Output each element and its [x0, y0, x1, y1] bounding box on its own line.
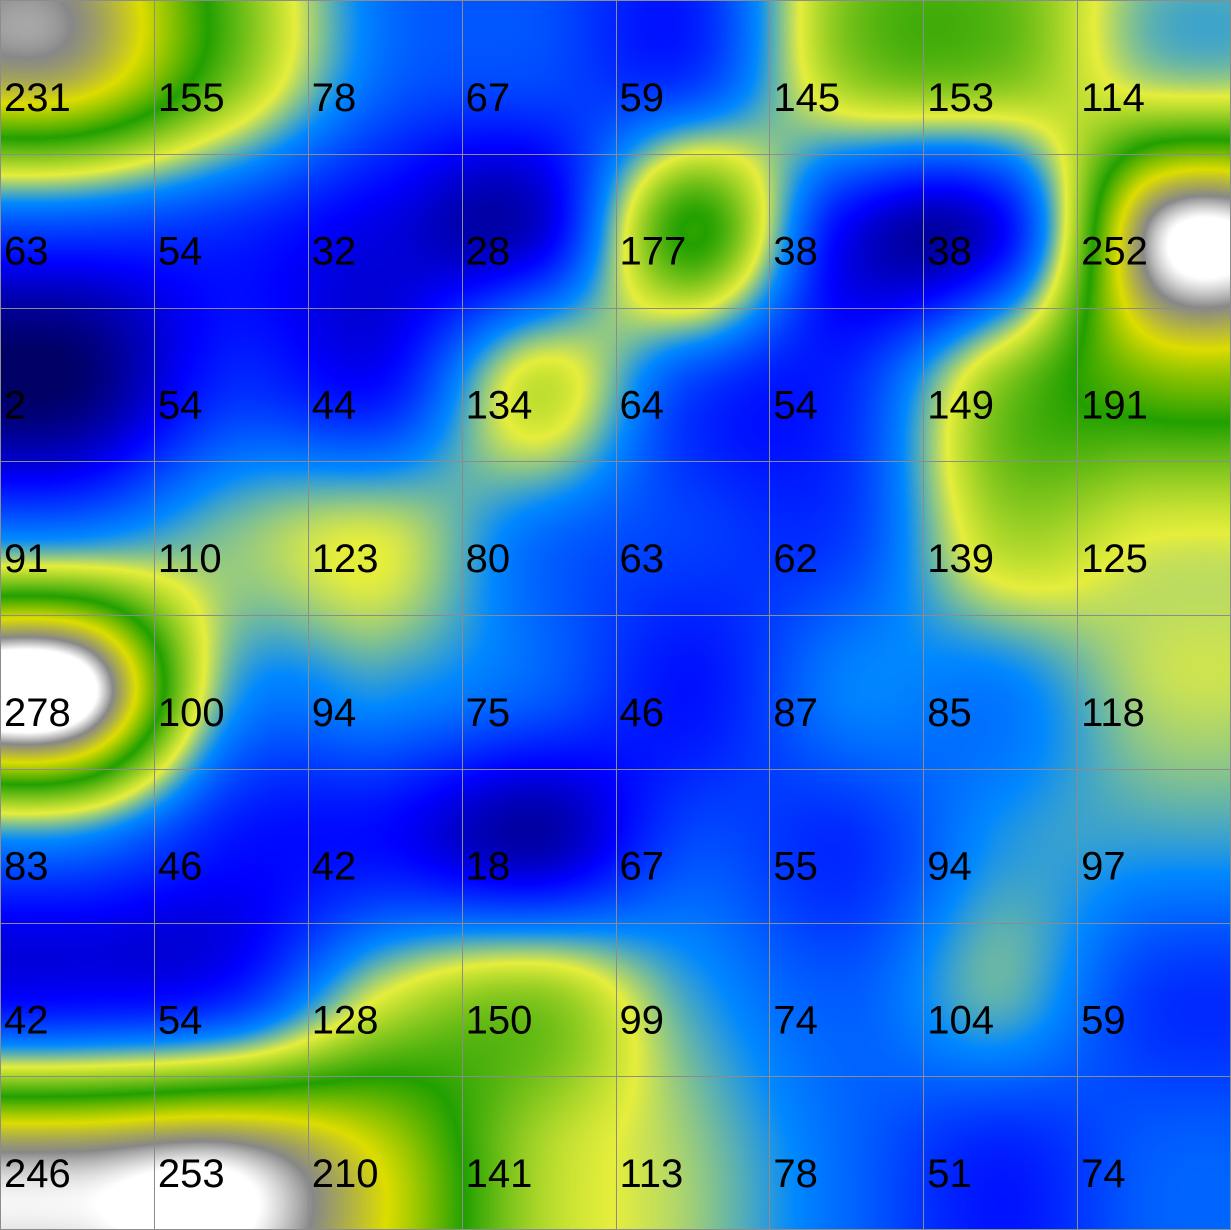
cell-value-label: 74: [1081, 1152, 1126, 1196]
cell-value-label: 149: [927, 383, 994, 427]
cell-value-label: 231: [4, 76, 71, 120]
cell-value-label: 64: [620, 383, 665, 427]
cell-value-label: 253: [158, 1152, 225, 1196]
cell-value-label: 177: [620, 230, 687, 274]
cell-value-label: 63: [620, 537, 665, 581]
cell-value-label: 28: [466, 230, 511, 274]
cell-value-label: 67: [466, 76, 511, 120]
cell-value-label: 74: [773, 998, 818, 1042]
cell-value-label: 150: [466, 998, 533, 1042]
cell-value-label: 155: [158, 76, 225, 120]
cell-value-label: 141: [466, 1152, 533, 1196]
cell-value-label: 94: [927, 845, 972, 889]
cell-value-label: 97: [1081, 845, 1126, 889]
cell-value-label: 38: [773, 230, 818, 274]
cell-value-label: 210: [312, 1152, 379, 1196]
cell-value-label: 118: [1081, 691, 1145, 735]
cell-value-label: 54: [158, 383, 203, 427]
cell-value-label: 54: [158, 230, 203, 274]
cell-value-label: 153: [927, 76, 994, 120]
cell-value-label: 38: [927, 230, 972, 274]
cell-value-label: 85: [927, 691, 972, 735]
cell-value-label: 252: [1081, 230, 1148, 274]
cell-value-label: 125: [1081, 537, 1148, 581]
cell-value-label: 110: [158, 537, 222, 581]
cell-value-label: 123: [312, 537, 379, 581]
cell-value-label: 145: [773, 76, 840, 120]
cell-value-label: 99: [620, 998, 665, 1042]
cell-value-label: 46: [158, 845, 203, 889]
cell-value-label: 80: [466, 537, 511, 581]
cell-value-label: 59: [1081, 998, 1126, 1042]
cell-value-label: 78: [312, 76, 357, 120]
cell-value-label: 75: [466, 691, 511, 735]
cell-value-label: 100: [158, 691, 225, 735]
cell-value-label: 83: [4, 845, 49, 889]
cell-value-label: 46: [620, 691, 665, 735]
cell-value-label: 278: [4, 691, 71, 735]
cell-value-label: 54: [773, 383, 818, 427]
cell-labels: 231 155 78 67 59 145 153 114 63 54 32 28 177 38 38 252 2…: [4, 76, 1148, 1196]
cell-value-label: 51: [927, 1152, 972, 1196]
cell-value-label: 63: [4, 230, 49, 274]
cell-value-label: 104: [927, 998, 994, 1042]
cell-value-label: 139: [927, 537, 994, 581]
cell-value-label: 134: [466, 383, 533, 427]
cell-value-label: 128: [312, 998, 379, 1042]
cell-value-label: 113: [620, 1152, 684, 1196]
cell-value-label: 94: [312, 691, 357, 735]
cell-value-label: 42: [312, 845, 357, 889]
cell-value-label: 91: [4, 537, 49, 581]
cell-value-label: 67: [620, 845, 665, 889]
cell-value-label: 59: [620, 76, 665, 120]
cell-value-label: 32: [312, 230, 357, 274]
cell-value-label: 87: [773, 691, 818, 735]
cell-value-label: 78: [773, 1152, 818, 1196]
cell-value-label: 114: [1081, 76, 1145, 120]
cell-value-label: 44: [312, 383, 357, 427]
cell-value-label: 18: [466, 845, 511, 889]
cell-value-label: 42: [4, 998, 49, 1042]
cell-value-label: 54: [158, 998, 203, 1042]
cell-value-label: 55: [773, 845, 818, 889]
cell-value-label: 62: [773, 537, 818, 581]
cell-value-label: 2: [4, 383, 26, 427]
cell-value-label: 246: [4, 1152, 71, 1196]
cell-value-label: 191: [1081, 383, 1148, 427]
